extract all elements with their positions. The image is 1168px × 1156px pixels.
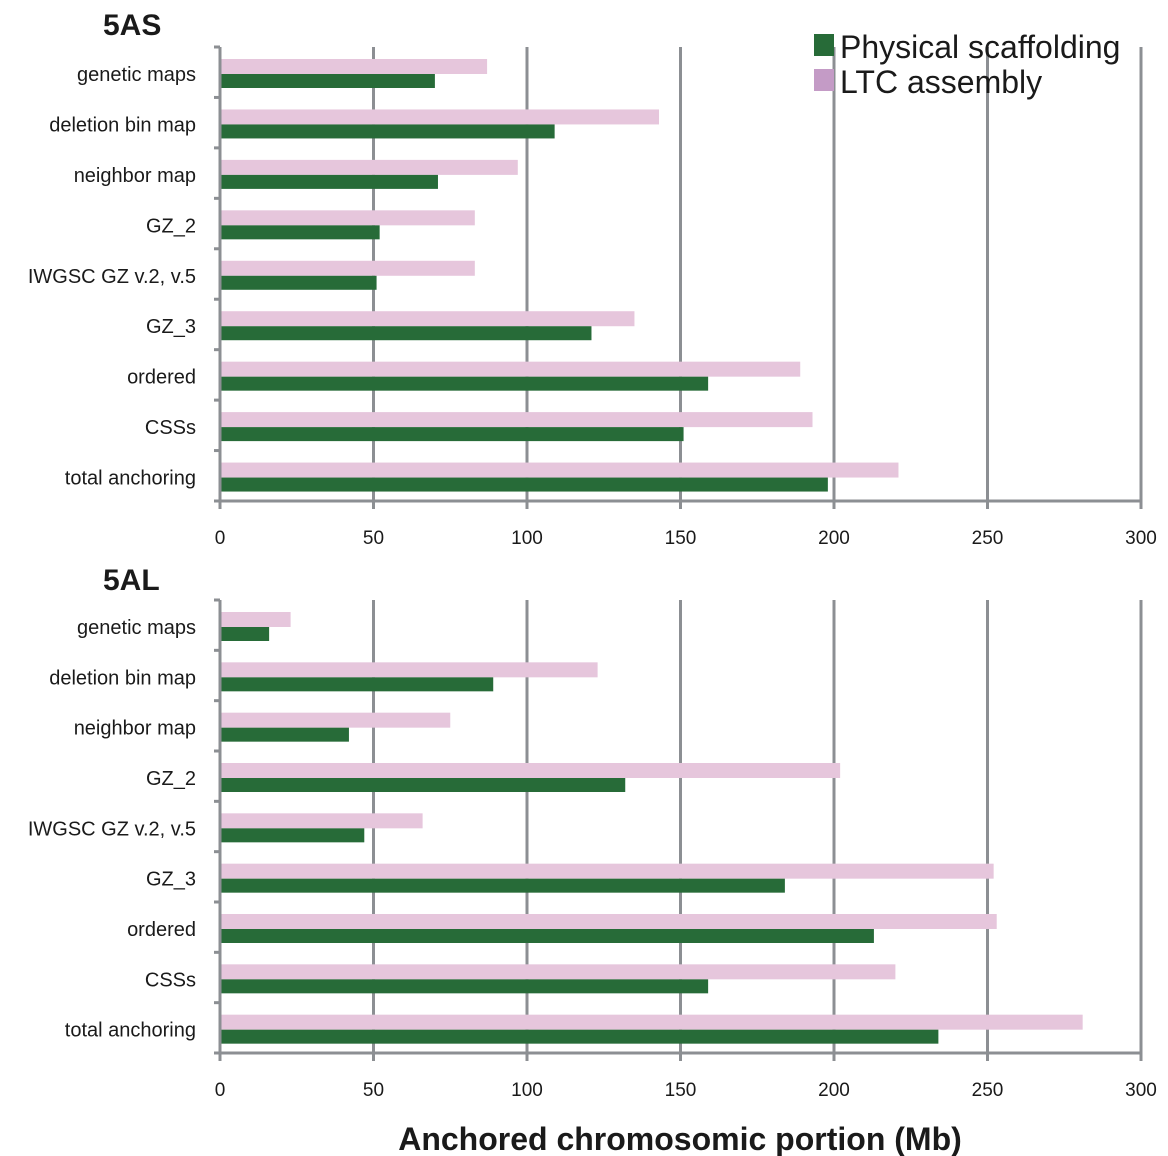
bar-ltc bbox=[220, 361, 801, 377]
category-label: GZ_2 bbox=[146, 215, 196, 237]
bar-ltc bbox=[220, 159, 518, 175]
x-tick-label: 150 bbox=[665, 528, 697, 549]
bar-ltc bbox=[220, 763, 841, 778]
panel-title: 5AS bbox=[103, 9, 161, 42]
bar-ltc bbox=[220, 412, 813, 428]
bar-ltc bbox=[220, 260, 475, 276]
category-label: genetic maps bbox=[77, 64, 196, 86]
category-label: genetic maps bbox=[77, 617, 196, 639]
bar-ltc bbox=[220, 863, 994, 879]
bar-physical bbox=[220, 427, 684, 442]
category-label: GZ_3 bbox=[146, 316, 196, 338]
category-label: CSSs bbox=[145, 969, 196, 991]
bar-ltc bbox=[220, 311, 635, 327]
category-label: GZ_3 bbox=[146, 869, 196, 891]
bar-physical bbox=[220, 124, 555, 139]
category-label: neighbor map bbox=[74, 165, 196, 187]
panel-5al: genetic maps deletion bin map neighbor map… bbox=[28, 564, 1157, 1101]
bar-physical bbox=[220, 878, 785, 893]
x-tick-label: 150 bbox=[665, 1080, 697, 1101]
legend: Physical scaffolding LTC assembly bbox=[814, 29, 1120, 100]
bar-ltc bbox=[220, 210, 475, 226]
category-label: deletion bin map bbox=[49, 667, 196, 689]
bar-ltc bbox=[220, 712, 451, 728]
x-tick-label: 250 bbox=[972, 528, 1004, 549]
bar-ltc bbox=[220, 813, 423, 829]
panel-5as: genetic maps deletion bin map neighbor map… bbox=[28, 9, 1157, 549]
category-label: ordered bbox=[127, 919, 196, 941]
legend-swatch-physical bbox=[814, 34, 834, 56]
bar-physical bbox=[220, 677, 494, 692]
bar-ltc bbox=[220, 964, 896, 980]
bar-physical bbox=[220, 1029, 939, 1044]
bar-physical bbox=[220, 627, 270, 641]
x-tick-label: 50 bbox=[363, 528, 384, 549]
bar-physical bbox=[220, 275, 377, 290]
x-axis-label: Anchored chromosomic portion (Mb) bbox=[398, 1121, 962, 1156]
x-tick-label: 200 bbox=[818, 1080, 850, 1101]
legend-swatch-ltc bbox=[814, 69, 834, 91]
bar-ltc bbox=[220, 914, 997, 929]
bar-physical bbox=[220, 778, 626, 792]
bar-physical bbox=[220, 225, 380, 240]
legend-label-physical: Physical scaffolding bbox=[840, 29, 1120, 65]
bar-ltc bbox=[220, 662, 598, 678]
x-tick-label: 0 bbox=[215, 528, 226, 549]
bar-physical bbox=[220, 376, 709, 391]
x-tick-label: 250 bbox=[972, 1080, 1004, 1101]
x-tick-label: 50 bbox=[363, 1080, 384, 1101]
x-tick-label: 0 bbox=[215, 1080, 226, 1101]
x-tick-label: 200 bbox=[818, 528, 850, 549]
bar-ltc bbox=[220, 109, 660, 125]
category-label: GZ_2 bbox=[146, 768, 196, 790]
bar-physical bbox=[220, 828, 365, 843]
category-label: deletion bin map bbox=[49, 114, 196, 136]
x-tick-label: 100 bbox=[511, 1080, 543, 1101]
category-label: CSSs bbox=[145, 417, 196, 439]
bar-ltc bbox=[220, 59, 488, 74]
category-label: neighbor map bbox=[74, 718, 196, 740]
category-label: total anchoring bbox=[65, 468, 196, 490]
x-tick-label: 100 bbox=[511, 528, 543, 549]
bar-physical bbox=[220, 477, 828, 492]
bar-physical bbox=[220, 979, 709, 994]
bar-physical bbox=[220, 74, 435, 88]
category-label: total anchoring bbox=[65, 1020, 196, 1042]
bar-ltc bbox=[220, 1014, 1083, 1030]
x-tick-label: 300 bbox=[1125, 528, 1157, 549]
bar-physical bbox=[220, 727, 349, 742]
category-label: IWGSC GZ v.2, v.5 bbox=[28, 266, 196, 288]
bar-physical bbox=[220, 326, 592, 341]
bar-ltc bbox=[220, 462, 899, 478]
bar-physical bbox=[220, 929, 874, 943]
x-tick-label: 300 bbox=[1125, 1080, 1157, 1101]
category-label: ordered bbox=[127, 367, 196, 389]
category-label: IWGSC GZ v.2, v.5 bbox=[28, 818, 196, 840]
bar-ltc bbox=[220, 612, 291, 627]
legend-label-ltc: LTC assembly bbox=[840, 64, 1042, 100]
panel-title: 5AL bbox=[103, 564, 160, 597]
bar-physical bbox=[220, 174, 438, 189]
